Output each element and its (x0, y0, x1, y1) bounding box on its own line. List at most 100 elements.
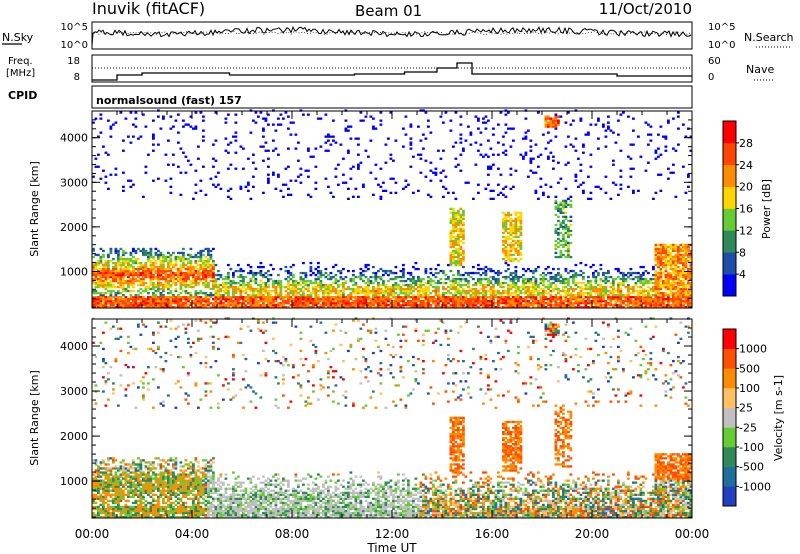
power-cell (267, 269, 270, 273)
power-cell (489, 279, 493, 283)
power-cell (462, 304, 465, 307)
power-cell (454, 215, 458, 218)
power-cell (644, 306, 648, 309)
power-cell (677, 285, 680, 289)
power-cell (617, 298, 620, 301)
power-cell (597, 289, 600, 293)
power-cell (302, 306, 305, 309)
power-cell (474, 271, 478, 275)
power-cell (567, 245, 570, 249)
power-cell (392, 294, 395, 297)
power-cell (499, 306, 503, 309)
power-cell (142, 265, 145, 269)
power-cell (472, 287, 475, 291)
power-cell (522, 277, 525, 281)
power-cell (522, 155, 525, 158)
power-cell (547, 265, 550, 269)
power-cell (627, 292, 630, 295)
power-cell (477, 267, 480, 271)
power-cell (419, 287, 423, 291)
power-cell (459, 294, 463, 297)
power-cell (604, 145, 608, 148)
power-cell (444, 187, 448, 190)
power-cell (429, 179, 433, 182)
power-cell (142, 275, 145, 279)
power-cell (324, 275, 328, 279)
power-cell (482, 267, 485, 271)
power-cell (162, 287, 165, 291)
power-cell (514, 227, 518, 231)
power-cell (169, 292, 173, 295)
power-cell (517, 287, 520, 291)
power-cell (209, 306, 213, 309)
power-cell (119, 298, 123, 301)
power-cell (549, 281, 553, 285)
power-cell (182, 298, 185, 301)
power-cell (139, 271, 143, 275)
power-cell (602, 289, 605, 293)
power-cell (347, 296, 350, 299)
power-cell (629, 300, 633, 303)
power-cell (162, 277, 165, 281)
power-cell (152, 302, 155, 305)
power-cell (519, 211, 523, 214)
power-cell (374, 277, 378, 281)
power-cell (509, 300, 513, 303)
power-cell (197, 157, 200, 160)
power-cell (129, 179, 133, 182)
power-cell (334, 302, 338, 305)
power-cell (512, 302, 515, 305)
power-cell (419, 306, 423, 309)
power-cell (447, 277, 450, 281)
cpid-mode: normalsound (fast) 157 (96, 94, 242, 107)
power-cell (414, 298, 418, 301)
power-cell (517, 253, 520, 257)
colorbar-tick-label: 24 (739, 159, 753, 172)
power-cell (252, 119, 255, 122)
power-cell (452, 215, 455, 218)
power-cell (574, 275, 578, 279)
power-cell (639, 292, 643, 295)
power-cell (207, 285, 210, 289)
power-cell (417, 275, 420, 279)
power-cell (439, 277, 443, 281)
power-cell (539, 304, 543, 307)
power-cell (397, 285, 400, 289)
power-cell (162, 289, 165, 293)
velocity-cell (92, 483, 95, 486)
power-cell (234, 269, 238, 273)
power-cell (609, 304, 613, 307)
power-cell (507, 211, 510, 214)
power-cell (552, 289, 555, 293)
power-cell (627, 304, 630, 307)
power-cell (452, 287, 455, 291)
power-cell (517, 211, 520, 214)
power-cell (117, 292, 120, 295)
power-cell (684, 253, 688, 257)
power-cell (144, 253, 148, 257)
power-cell (479, 292, 483, 295)
power-cell (509, 229, 513, 233)
power-cell (149, 263, 153, 267)
power-cell (619, 283, 623, 287)
power-cell (344, 275, 348, 279)
power-cell (457, 306, 460, 309)
power-cell (504, 251, 508, 255)
power-cell (619, 281, 623, 285)
power-cell (449, 257, 453, 261)
power-cell (142, 302, 145, 305)
power-cell (457, 302, 460, 305)
power-cell (579, 183, 583, 186)
power-cell (457, 235, 460, 239)
power-cell (362, 287, 365, 291)
power-cell (282, 285, 285, 289)
power-cell (669, 289, 673, 293)
power-cell (644, 269, 648, 273)
power-cell (662, 300, 665, 303)
power-cell (437, 306, 440, 309)
power-cell (659, 189, 663, 192)
power-cell (172, 281, 175, 285)
power-cell (197, 259, 200, 263)
power-cell (357, 285, 360, 289)
power-cell (357, 167, 360, 170)
